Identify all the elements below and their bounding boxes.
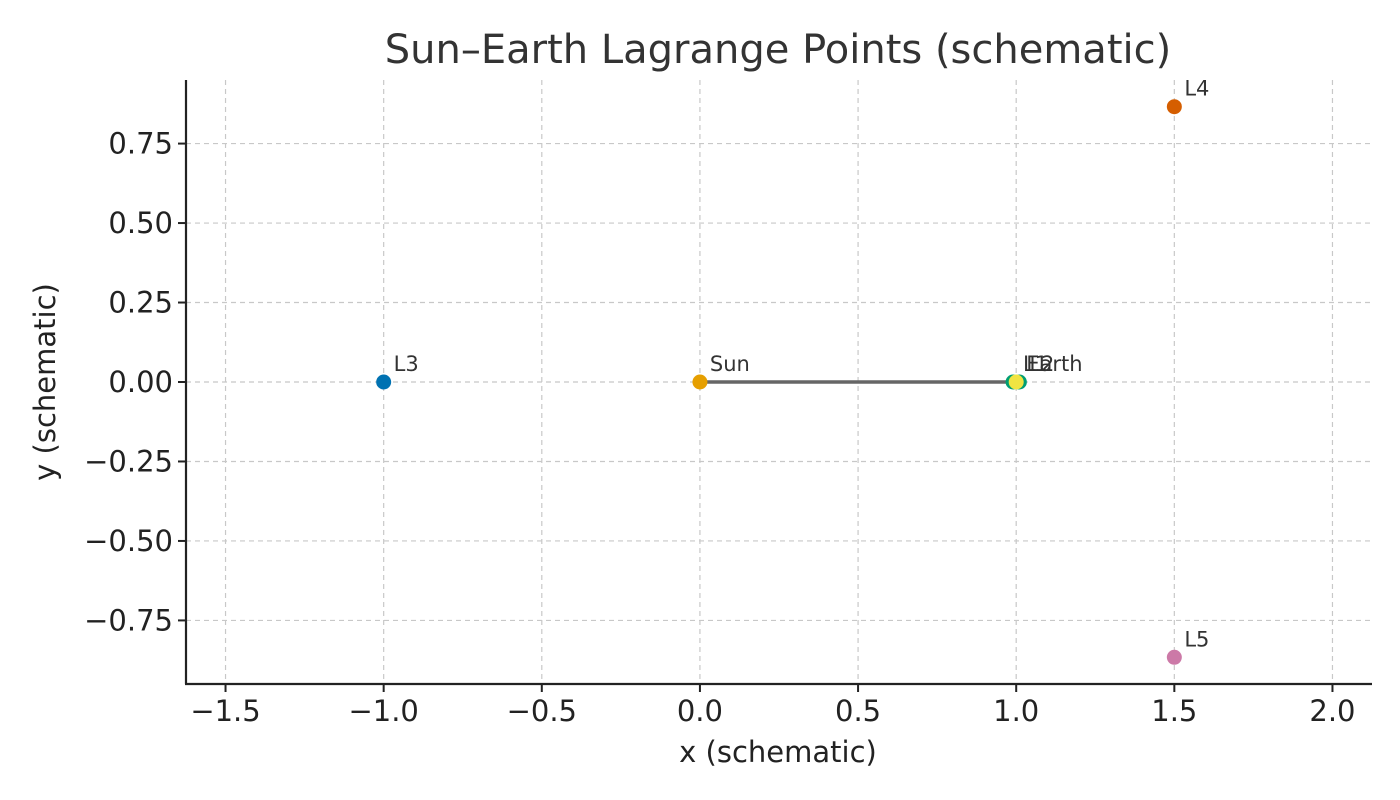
y-tick-label: −0.25 [84, 444, 173, 478]
y-tick-label: −0.75 [84, 603, 173, 637]
y-axis-ticks: 0.75 0.50 0.25 0.00 −0.25 −0.50 −0.75 [84, 127, 186, 637]
y-tick-label: 0.25 [108, 286, 173, 320]
y-axis-label: y (schematic) [28, 283, 62, 481]
x-tick-label: −0.5 [507, 694, 577, 728]
point-label-sun: Sun [710, 352, 750, 376]
x-axis-ticks: −1.5 −1.0 −0.5 0.0 0.5 1.0 1.5 2.0 [190, 684, 1356, 728]
point-l5 [1166, 649, 1182, 665]
x-tick-label: −1.5 [190, 694, 260, 728]
y-tick-label: 0.75 [108, 127, 173, 161]
chart-title: Sun–Earth Lagrange Points (schematic) [385, 27, 1171, 73]
point-earth [1008, 374, 1024, 390]
point-label-l2: L2 [1029, 352, 1054, 376]
x-tick-label: 0.0 [677, 694, 723, 728]
point-l4 [1166, 99, 1182, 115]
x-tick-label: −1.0 [348, 694, 418, 728]
y-tick-label: 0.00 [108, 365, 173, 399]
x-tick-label: 1.0 [993, 694, 1039, 728]
x-tick-label: 1.5 [1151, 694, 1197, 728]
x-tick-label: 2.0 [1309, 694, 1355, 728]
point-label-l1: L1 [1023, 352, 1048, 376]
point-label-l5: L5 [1184, 627, 1209, 651]
point-label-earth: Earth [1026, 352, 1082, 376]
x-axis-label: x (schematic) [679, 735, 877, 769]
point-label-l3: L3 [394, 352, 419, 376]
y-tick-label: −0.50 [84, 524, 173, 558]
point-l3 [376, 374, 392, 390]
plot-area [376, 99, 1182, 665]
point-label-l4: L4 [1184, 77, 1209, 101]
x-tick-label: 0.5 [835, 694, 881, 728]
point-sun [692, 374, 708, 390]
y-tick-label: 0.50 [108, 206, 173, 240]
